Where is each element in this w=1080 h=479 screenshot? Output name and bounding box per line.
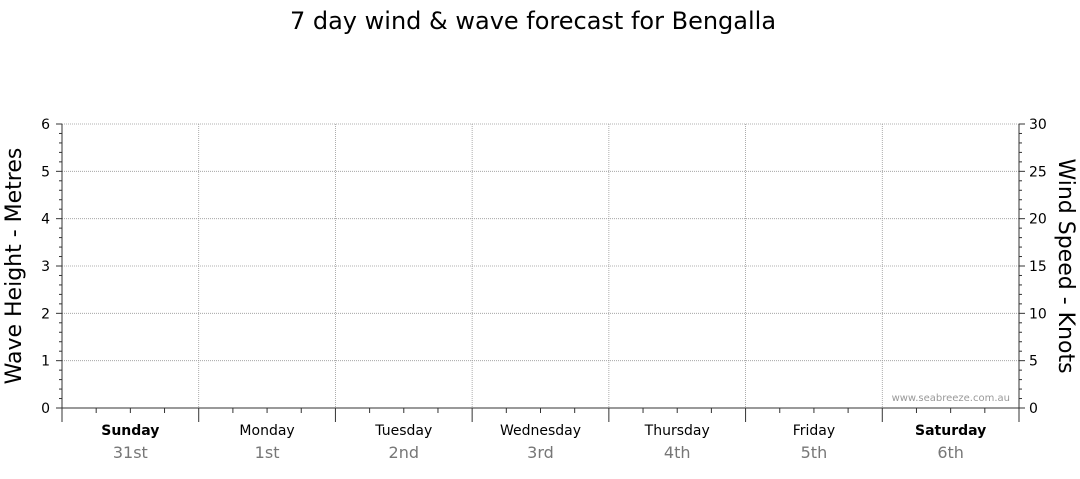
day-date-label: 6th	[937, 443, 964, 462]
day-name-label: Wednesday	[500, 423, 581, 439]
right-axis-label: Wind Speed - Knots	[1053, 158, 1078, 373]
day-name-label: Saturday	[915, 423, 986, 439]
day-date-label: 31st	[113, 443, 148, 462]
day-name-label: Thursday	[644, 423, 710, 439]
left-tick-label: 6	[41, 117, 50, 133]
day-name-label: Tuesday	[374, 423, 432, 439]
day-date-label: 5th	[801, 443, 828, 462]
right-tick-label: 10	[1029, 306, 1047, 322]
right-tick-label: 20	[1029, 212, 1047, 228]
day-date-label: 4th	[664, 443, 691, 462]
right-tick-label: 0	[1029, 401, 1038, 417]
left-tick-label: 1	[41, 354, 50, 370]
chart-title: 7 day wind & wave forecast for Bengalla	[290, 7, 776, 35]
left-axis-label: Wave Height - Metres	[2, 148, 27, 385]
right-tick-label: 25	[1029, 164, 1047, 180]
right-tick-label: 15	[1029, 259, 1047, 275]
left-tick-label: 5	[41, 164, 50, 180]
right-tick-label: 5	[1029, 354, 1038, 370]
day-name-label: Sunday	[101, 423, 159, 439]
day-date-label: 1st	[255, 443, 280, 462]
axes-layer	[56, 123, 1025, 422]
day-date-label: 3rd	[527, 443, 554, 462]
grid-layer	[62, 123, 1019, 408]
labels-layer: 0 1 2 3 4 5 6 0 5 10 15 20 25 30 Sunday 31st Monday 1st Tu…	[41, 117, 1047, 462]
left-tick-label: 2	[41, 306, 50, 322]
day-date-label: 2nd	[389, 443, 419, 462]
left-tick-label: 3	[41, 259, 50, 275]
watermark-text: www.seabreeze.com.au	[892, 393, 1010, 404]
left-tick-label: 0	[41, 401, 50, 417]
left-tick-label: 4	[41, 212, 50, 228]
right-tick-label: 30	[1029, 117, 1047, 133]
day-name-label: Friday	[793, 423, 835, 439]
day-name-label: Monday	[239, 423, 294, 439]
